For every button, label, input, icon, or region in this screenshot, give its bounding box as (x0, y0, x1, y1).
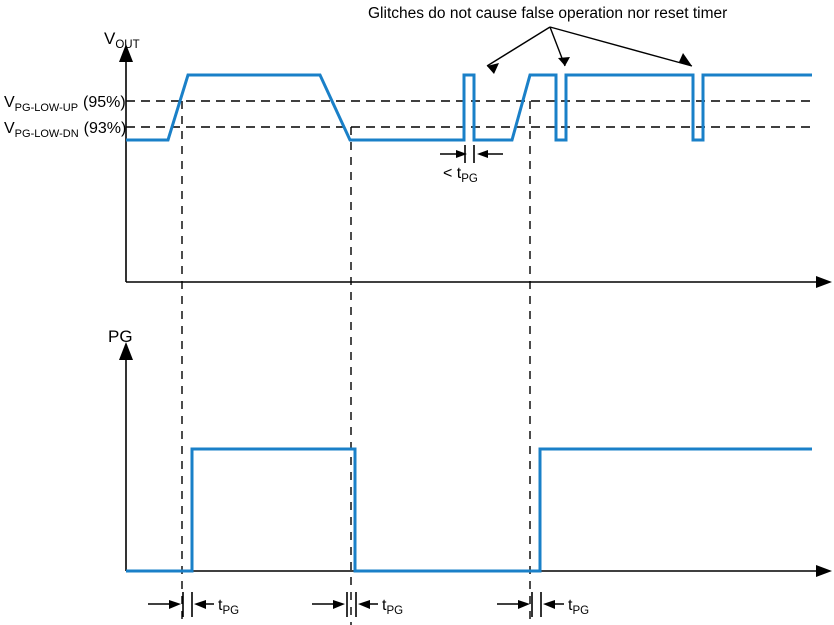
threshold-label-pg-low-dn-value: (93%) (84, 120, 127, 137)
callout-arrow-line-3 (549, 26, 693, 67)
glitch-width-left-arrowhead (456, 150, 467, 158)
diagram-title: Glitches do not cause false operation no… (368, 5, 727, 22)
threshold-label-pg-low-up-value: (95%) (83, 94, 126, 111)
glitch-width-label-main: < t (443, 165, 462, 182)
callout-arrow-head-2 (558, 57, 570, 66)
tpg-label-3-main: t (568, 597, 573, 614)
tpg-label-3: tPG (568, 597, 589, 617)
callout-arrow-head-3 (679, 53, 692, 66)
threshold-label-pg-low-dn: VPG-LOW-DN (93%) (4, 120, 126, 140)
tpg-marker-3-left-arrowhead (518, 600, 530, 609)
callout-arrow-line-1 (486, 26, 551, 67)
glitch-callout-arrows (486, 26, 693, 74)
tpg-label-2: tPG (382, 597, 403, 617)
threshold-label-pg-low-dn-main: V (4, 120, 15, 137)
tpg-label-2-main: t (382, 597, 387, 614)
pg-y-axis-arrowhead (119, 342, 133, 360)
tpg-label-1: tPG (218, 597, 239, 617)
glitch-width-label-sub: PG (461, 173, 478, 185)
threshold-label-pg-low-up-sub: PG-LOW-UP (15, 102, 78, 114)
pg-waveform (126, 447, 812, 573)
callout-arrow-head-1 (487, 63, 499, 74)
tpg-marker-3 (497, 592, 564, 617)
vout-waveform (126, 73, 812, 142)
pg-axis-group (119, 342, 832, 577)
tpg-label-1-main: t (218, 597, 223, 614)
tpg-label-1-sub: PG (222, 605, 239, 617)
vout-axis-group (119, 44, 832, 288)
tpg-marker-1-left-arrowhead (169, 600, 181, 609)
tpg-label-2-sub: PG (386, 605, 403, 617)
vout-x-axis-arrowhead (816, 276, 832, 288)
pg-axis-label: PG (108, 327, 133, 346)
threshold-label-pg-low-dn-sub: PG-LOW-DN (15, 128, 79, 140)
tpg-marker-1 (148, 592, 214, 617)
vout-y-axis-arrowhead (119, 44, 133, 62)
vout-axis-label-main: V (104, 29, 116, 48)
vout-axis-label-sub: OUT (115, 39, 139, 51)
tpg-marker-2-left-arrowhead (333, 600, 345, 609)
glitch-width-right-arrowhead (477, 150, 488, 158)
tpg-label-3-sub: PG (572, 605, 589, 617)
tpg-marker-1-right-arrowhead (194, 600, 206, 609)
vout-axis-label: VOUT (104, 29, 140, 51)
glitch-width-marker (440, 145, 503, 163)
pg-x-axis-arrowhead (816, 565, 832, 577)
glitch-width-label: < tPG (443, 165, 478, 185)
tpg-marker-2-right-arrowhead (358, 600, 370, 609)
threshold-label-pg-low-up: VPG-LOW-UP (95%) (4, 94, 126, 114)
event-marker-lines (181, 101, 531, 625)
threshold-label-pg-low-up-main: V (4, 94, 15, 111)
threshold-lines-group (126, 100, 812, 128)
tpg-marker-2 (312, 592, 378, 617)
tpg-marker-3-right-arrowhead (543, 600, 555, 609)
